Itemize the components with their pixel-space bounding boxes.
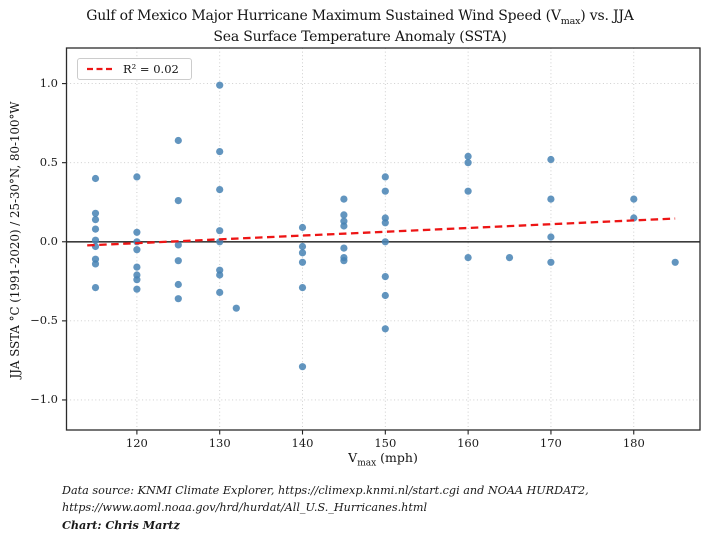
x-tick-label: 140 [291, 436, 314, 450]
chart-title-line1-text: Gulf of Mexico Major Hurricane Maximum S… [86, 8, 561, 24]
data-point [298, 363, 307, 371]
x-axis-label-subscript: max [357, 458, 377, 469]
data-point [340, 195, 348, 203]
data-point [91, 209, 100, 217]
data-point [298, 258, 307, 266]
legend-box: R² = 0.02 [77, 58, 192, 80]
data-point [381, 291, 389, 300]
y-tick-label: 0.0 [39, 233, 58, 248]
data-point [340, 257, 348, 265]
data-point [174, 295, 182, 303]
data-point [547, 155, 555, 164]
data-point [91, 174, 100, 183]
data-point [91, 260, 100, 268]
chart-title: Gulf of Mexico Major Hurricane Maximum S… [0, 7, 720, 47]
x-axis-label-unit: (mph) [376, 450, 418, 465]
data-point [298, 249, 307, 257]
data-point [381, 238, 389, 246]
footer-data-source-line1: Data source: KNMI Climate Explorer, http… [62, 484, 589, 497]
y-tick-label: −1.0 [30, 391, 58, 406]
data-point [174, 280, 182, 289]
y-axis-label: JJA SSTA °C (1991-2020) / 25-30°N, 80-10… [8, 101, 22, 379]
data-point [547, 195, 555, 203]
legend-dashed-line-icon [87, 67, 115, 71]
y-tick-label: 1.0 [39, 75, 58, 90]
data-point [216, 186, 224, 194]
data-point [216, 227, 224, 235]
data-point [381, 173, 389, 181]
footer-credits: Data source: KNMI Climate Explorer, http… [62, 483, 589, 533]
data-point [174, 257, 182, 265]
data-point [381, 325, 389, 333]
footer-data-source-line2: https://www.aoml.noaa.gov/hrd/hurdat/All… [62, 500, 428, 514]
x-tick-label: 130 [208, 436, 231, 450]
data-point [133, 238, 141, 246]
footer-chart-author: Chart: Chris Martz [62, 517, 180, 532]
data-point [298, 284, 307, 292]
data-point [216, 271, 224, 279]
x-axis-label: Vmax (mph) [348, 450, 418, 469]
x-tick-label: 120 [125, 436, 148, 450]
legend-label: R² = 0.02 [123, 62, 179, 76]
data-point [91, 284, 100, 292]
data-point [216, 81, 224, 89]
x-tick-label: 150 [374, 436, 397, 450]
data-point [133, 228, 141, 236]
data-point [133, 285, 141, 293]
x-axis-label-text: V [348, 450, 358, 465]
data-point [671, 258, 679, 266]
data-point [381, 187, 389, 195]
data-point [298, 223, 307, 232]
trend-line [87, 217, 676, 247]
data-point [340, 244, 348, 252]
y-tick-label: 0.5 [39, 154, 58, 169]
chart-title-line1-tail: ) vs. JJA [580, 8, 634, 24]
data-point [133, 263, 141, 271]
x-tick-label: 160 [457, 436, 480, 450]
chart-title-subscript: max [560, 15, 581, 27]
data-point [174, 197, 182, 205]
data-point [464, 159, 472, 167]
data-point [381, 219, 389, 227]
plot-frame [65, 47, 701, 431]
data-point [174, 241, 182, 249]
chart-title-line2: Sea Surface Temperature Anomaly (SSTA) [213, 29, 507, 46]
data-point [133, 276, 141, 284]
data-point [464, 187, 472, 195]
data-point [630, 195, 638, 203]
x-tick-label: 180 [622, 436, 645, 450]
data-point [464, 152, 472, 160]
data-point [174, 136, 182, 145]
data-point [133, 173, 141, 181]
data-point [505, 254, 514, 262]
data-point [381, 273, 389, 281]
data-point [91, 225, 100, 233]
data-point [340, 211, 348, 219]
data-point [91, 242, 100, 251]
chart-title-line1: Gulf of Mexico Major Hurricane Maximum S… [0, 7, 720, 28]
data-point [298, 242, 307, 251]
data-point [340, 222, 348, 230]
data-point [547, 233, 555, 241]
data-point [547, 258, 555, 266]
data-point [216, 288, 224, 296]
data-point [216, 148, 224, 156]
data-point [464, 254, 472, 262]
data-point [133, 246, 141, 254]
data-point [232, 304, 240, 312]
data-point [91, 216, 100, 224]
x-tick-label: 170 [539, 436, 562, 450]
data-point [91, 236, 100, 244]
y-tick-label: −0.5 [30, 312, 58, 327]
